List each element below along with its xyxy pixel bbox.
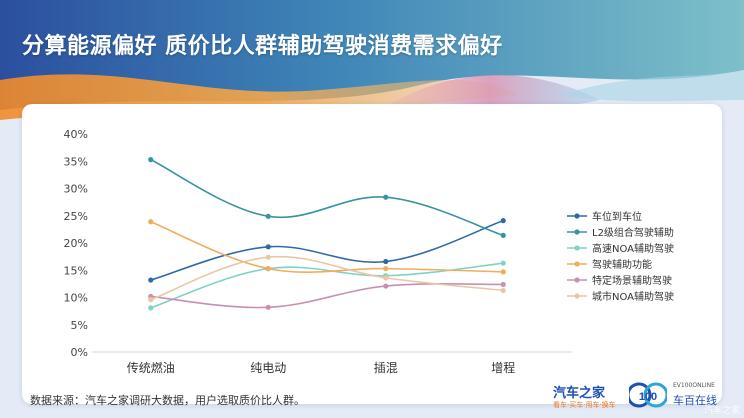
legend-marker [574,245,580,251]
legend-marker [574,229,580,235]
legend-label: 驾驶辅助功能 [592,258,652,271]
data-point [265,266,271,272]
y-tick-label: 25% [64,210,88,223]
y-tick-label: 0% [71,346,88,359]
data-point [500,260,506,266]
line-chart: 0% 5% 10% 15% 20% 25% 30% 35% 40% 传统燃油 纯电动 插混 增程 车位… [64,128,674,375]
ev100-name: 车百在线 [673,394,717,407]
data-point [265,254,271,260]
data-point [265,213,271,219]
legend-marker [574,261,580,267]
series-group [148,157,506,311]
data-point [383,266,389,272]
data-point [500,218,506,224]
legend-item: L2级组合驾驶辅助 [567,226,674,239]
legend-label: 城市NOA辅助驾驶 [592,290,674,303]
x-axis: 传统燃油 纯电动 插混 增程 [127,360,516,375]
data-point [500,232,506,238]
data-point [383,283,389,289]
series-line [150,158,504,237]
data-point [265,304,271,310]
y-tick-label: 5% [71,319,88,332]
y-tick-label: 40% [64,128,88,141]
data-point [265,244,271,250]
series-4 [148,219,506,275]
series-line [150,221,504,273]
legend-label: L2级组合驾驶辅助 [592,226,674,239]
data-point [383,275,389,281]
legend-label: 车位到车位 [592,210,642,223]
data-point [148,157,154,163]
legend-item: 高速NOA辅助驾驶 [567,242,674,255]
data-point [383,258,389,265]
series-line [150,219,504,281]
x-tick-label: 插混 [374,361,398,375]
autohome-logo: 汽车之家 [553,386,606,401]
ev100-label: EV100ONLINE [673,382,715,389]
legend-item: 特定场景辅助驾驶 [567,274,672,287]
legend-item: 驾驶辅助功能 [567,258,652,271]
y-tick-label: 35% [64,155,88,168]
autohome-tagline: 看车·买车·用车·换车 [553,401,616,409]
watermark: 汽车之家 [703,406,740,416]
ev100-logo-icon: 100 [629,382,667,408]
series-6 [148,254,506,303]
source-note: 数据来源：汽车之家调研大数据，用户选取质价比人群。 [30,394,305,407]
data-point [148,277,154,283]
x-tick-label: 传统燃油 [127,360,175,375]
legend-label: 高速NOA辅助驾驶 [592,242,674,255]
y-tick-label: 20% [64,237,88,250]
legend-label: 特定场景辅助驾驶 [592,274,672,287]
data-point [148,297,154,303]
series-1 [148,218,506,283]
legend-marker [574,293,580,299]
series-line [150,255,504,301]
y-tick-label: 30% [64,183,88,196]
data-point [148,219,154,225]
legend-marker [574,277,580,283]
data-point [500,287,506,294]
x-tick-label: 纯电动 [250,361,286,375]
legend-item: 城市NOA辅助驾驶 [567,290,674,303]
y-tick-label: 10% [64,292,88,305]
legend-item: 车位到车位 [567,210,642,223]
x-tick-label: 增程 [491,360,515,375]
brand-logos: 汽车之家 看车·买车·用车·换车 100 EV100ONLINE 车百在线 [553,382,723,412]
data-point [148,305,154,311]
y-axis: 0% 5% 10% 15% 20% 25% 30% 35% 40% [64,128,572,359]
chart-panel [22,104,722,404]
ev100-logo-text: 100 [639,391,657,403]
legend: 车位到车位 L2级组合驾驶辅助高速NOA辅助驾驶驾驶辅助功能特定场景辅助驾驶城市N… [567,210,674,303]
data-point [500,269,506,275]
page-title: 分算能源偏好 质价比人群辅助驾驶消费需求偏好 [22,34,503,59]
data-point [383,194,389,200]
y-tick-label: 15% [64,264,88,277]
legend-marker [574,213,580,219]
data-point [500,281,506,288]
series-line [150,282,504,309]
series-2 [148,157,506,238]
